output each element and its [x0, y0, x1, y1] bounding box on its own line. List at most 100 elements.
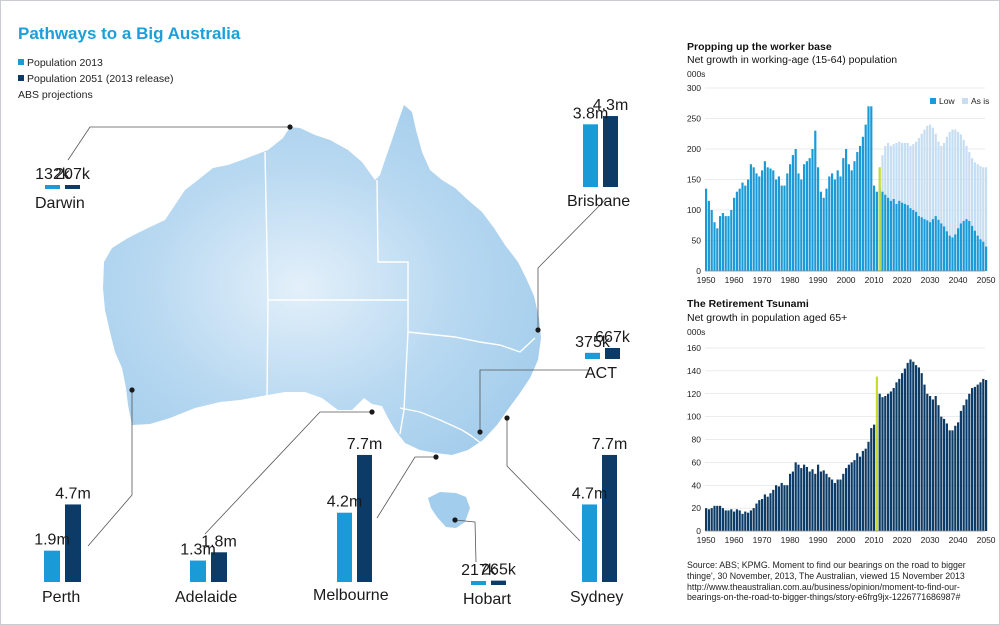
bar-low-2044	[968, 220, 971, 271]
x-tick-label-2010: 2010	[865, 535, 884, 545]
bar-net-growth-65--1983	[797, 464, 800, 531]
bar-low-2017	[892, 199, 895, 271]
bar-low-1954	[716, 228, 719, 271]
label-2013-darwin: 132k	[35, 166, 71, 183]
border-sa-nsw	[399, 331, 409, 435]
bar-low-1960	[733, 197, 736, 271]
source-note: Source: ABS; KPMG. Moment to find our be…	[687, 560, 966, 603]
city-name-perth: Perth	[42, 589, 80, 606]
bar-low-2035	[943, 226, 946, 271]
bar-net-growth-65--1961	[735, 509, 738, 531]
label-2051-perth: 4.7m	[55, 485, 91, 502]
city-name-sydney: Sydney	[570, 589, 623, 606]
bar-low-1970	[761, 170, 764, 271]
bar-2051-melbourne	[357, 454, 372, 582]
bar-low-1973	[769, 168, 772, 271]
worker-chart-unit: 000s	[687, 69, 706, 79]
bar-net-growth-65--2023	[909, 359, 912, 531]
bar-low-2005	[859, 145, 862, 271]
bar-net-growth-65--2050	[985, 380, 988, 531]
bar-low-1983	[797, 173, 800, 271]
bar-net-growth-65--1994	[828, 477, 831, 531]
leader-line-darwin	[67, 126, 290, 161]
bar-net-growth-65--1997	[836, 479, 839, 531]
leader-line-act	[479, 369, 590, 432]
bar-low-1957	[724, 216, 727, 271]
bar-low-2040	[957, 228, 960, 271]
bar-as-is-2033	[937, 141, 940, 271]
bar-low-1997	[836, 170, 839, 271]
bar-net-growth-65--2016	[889, 391, 892, 531]
bar-as-is-2047	[976, 164, 979, 271]
bar-net-growth-65--2036	[945, 423, 948, 531]
bar-net-growth-65--1954	[716, 505, 719, 531]
bar-net-growth-65--2010	[873, 424, 876, 531]
y-tick-label-80: 80	[692, 435, 702, 445]
bar-low-1975	[775, 179, 778, 271]
bar-low-2019	[898, 200, 901, 271]
bar-as-is-2026	[917, 138, 920, 271]
bar-net-growth-65--2034	[940, 416, 943, 531]
y-tick-label-60: 60	[692, 457, 702, 467]
bar-net-growth-65--2014	[884, 396, 887, 531]
bar-as-is-2035	[943, 142, 946, 271]
bar-low-2029	[926, 220, 929, 271]
bar-net-growth-65--1976	[777, 486, 780, 531]
bar-net-growth-65--2048	[979, 382, 982, 531]
bar-low-1952	[710, 210, 713, 271]
bar-low-2050	[985, 246, 988, 271]
abs-projections-note: ABS projections	[18, 89, 93, 101]
bar-low-2037	[948, 235, 951, 271]
y-tick-label-0: 0	[696, 266, 701, 276]
bar-low-1987	[808, 158, 811, 271]
bar-low-2011	[875, 191, 878, 271]
bar-net-growth-65--1985	[803, 464, 806, 531]
bar-2013-perth	[44, 550, 60, 582]
worker-chart-title: Propping up the worker base	[687, 41, 832, 53]
infographic-title: Pathways to a Big Australia	[18, 24, 241, 43]
bar-low-2042	[962, 220, 965, 271]
mainland-shape	[103, 105, 541, 455]
bar-2013-sydney	[582, 504, 597, 582]
bar-net-growth-65--2002	[850, 462, 853, 531]
label-2013-hobart: 217k	[461, 562, 497, 579]
bar-net-growth-65--2012	[878, 393, 881, 531]
y-tick-label-200: 200	[687, 144, 701, 154]
bar-low-1984	[800, 179, 803, 271]
bar-as-is-2028	[923, 129, 926, 271]
bar-low-2031	[931, 219, 934, 271]
y-tick-label-300: 300	[687, 83, 701, 93]
bar-low-2026	[917, 216, 920, 271]
bar-net-growth-65--1990	[817, 464, 820, 531]
legend-swatch-2051	[18, 75, 24, 81]
bar-as-is-2025	[915, 141, 918, 271]
bar-as-is-2049	[982, 167, 985, 271]
bar-net-growth-65--2028	[923, 384, 926, 531]
y-tick-label-20: 20	[692, 503, 702, 513]
bar-low-1962	[738, 188, 741, 271]
bar-2013-adelaide	[190, 560, 206, 582]
bar-low-2020	[901, 202, 904, 271]
bar-net-growth-65--1998	[839, 479, 842, 531]
bar-net-growth-65--1952	[710, 508, 713, 531]
bar-net-growth-65--1970	[761, 498, 764, 531]
bar-net-growth-65--2027	[920, 373, 923, 531]
bar-2013-hobart	[471, 581, 486, 585]
bar-low-2000	[845, 149, 848, 271]
city-dot-perth	[129, 387, 135, 393]
bar-low-1996	[833, 179, 836, 271]
bar-low-2008	[867, 106, 870, 271]
city-name-brisbane: Brisbane	[567, 193, 630, 210]
y-tick-label-100: 100	[687, 205, 701, 215]
label-2013-brisbane: 3.8m	[573, 105, 609, 122]
bar-as-is-2030	[929, 124, 932, 271]
bar-low-1993	[825, 188, 828, 271]
bar-low-2018	[895, 203, 898, 271]
retire-chart-subtitle: Net growth in population aged 65+	[687, 312, 848, 324]
legend-item-2051: Population 2051 (2013 release)	[18, 73, 174, 85]
state-borders	[264, 151, 536, 445]
bar-low-2004	[856, 152, 859, 271]
